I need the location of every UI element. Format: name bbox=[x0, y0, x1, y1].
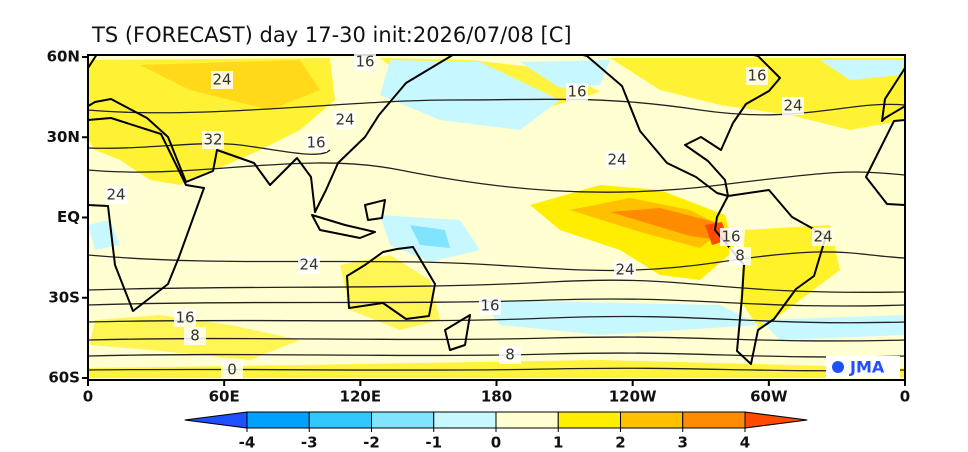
contour-label-bg bbox=[305, 134, 327, 152]
contour-label: 16 bbox=[567, 83, 586, 101]
contour-label: 8 bbox=[190, 327, 200, 345]
lat-label: EQ bbox=[57, 208, 80, 226]
lon-label: 60W bbox=[750, 388, 788, 406]
lon-label: 120E bbox=[340, 388, 382, 406]
map-area: JMA bbox=[88, 55, 905, 380]
contour-label-bg bbox=[812, 228, 834, 246]
contour-label-bg bbox=[720, 228, 742, 246]
colorbar-label: 1 bbox=[553, 434, 563, 452]
colorbar-label: -1 bbox=[425, 434, 442, 452]
contour-label-bg bbox=[174, 309, 196, 327]
lon-label: 180 bbox=[481, 388, 512, 406]
colorbar-label: -2 bbox=[363, 434, 380, 452]
contour-label: 16 bbox=[721, 228, 740, 246]
contour-label-bg bbox=[202, 131, 224, 149]
contour-label-bg bbox=[354, 53, 376, 71]
contour-label-bg bbox=[614, 261, 636, 279]
credit: JMA bbox=[849, 358, 885, 377]
contour-label: 16 bbox=[355, 53, 374, 71]
contour-label: 0 bbox=[227, 361, 237, 379]
contour-label-bg bbox=[782, 97, 804, 115]
colorbar-segment bbox=[308, 411, 372, 429]
colorbar-segment bbox=[246, 411, 310, 429]
contour-label: 16 bbox=[480, 297, 499, 315]
colorbar-label: 4 bbox=[740, 434, 750, 452]
lat-label: 30S bbox=[48, 288, 80, 306]
contour-label: 24 bbox=[813, 228, 832, 246]
title: TS (FORECAST) day 17-30 init:2026/07/08 … bbox=[91, 23, 572, 47]
contour-label-bg bbox=[184, 327, 206, 345]
lat-label: 60S bbox=[48, 369, 80, 387]
contour-label: 24 bbox=[783, 97, 802, 115]
lat-label: 60N bbox=[47, 48, 80, 66]
contour-label: 32 bbox=[203, 131, 222, 149]
contour-label-bg bbox=[729, 247, 751, 265]
contour-label-bg bbox=[566, 83, 588, 101]
colorbar-segment bbox=[495, 411, 559, 429]
colorbar-segment bbox=[433, 411, 497, 429]
contour-label: 24 bbox=[299, 256, 318, 274]
colorbar-arrow bbox=[184, 411, 248, 429]
colorbar-label: 2 bbox=[615, 434, 625, 452]
lon-label: 0 bbox=[83, 388, 93, 406]
colorbar-label: 3 bbox=[678, 434, 688, 452]
colorbar-label: 0 bbox=[491, 434, 501, 452]
contour-label-bg bbox=[334, 111, 356, 129]
contour-label: 24 bbox=[212, 71, 231, 89]
contour-label-bg bbox=[499, 346, 521, 364]
contour-label: 16 bbox=[306, 134, 325, 152]
contour-label: 16 bbox=[747, 67, 766, 85]
contour-label: 24 bbox=[106, 186, 125, 204]
contour-label-bg bbox=[746, 67, 768, 85]
contour-label: 24 bbox=[615, 261, 634, 279]
contour-label: 24 bbox=[335, 111, 354, 129]
contour-label: 8 bbox=[505, 346, 515, 364]
contour-label: 24 bbox=[607, 151, 626, 169]
lat-label: 30N bbox=[47, 128, 80, 146]
contour-label-bg bbox=[211, 71, 233, 89]
lon-label: 120W bbox=[609, 388, 657, 406]
lon-label: 0 bbox=[900, 388, 910, 406]
colorbar-segment bbox=[371, 411, 435, 429]
contour-label-bg bbox=[298, 256, 320, 274]
contour-label-bg bbox=[221, 361, 243, 379]
colorbar-label: -4 bbox=[239, 434, 256, 452]
lon-label: 60E bbox=[209, 388, 240, 406]
colorbar-segment bbox=[682, 411, 746, 429]
colorbar-arrow bbox=[744, 411, 808, 429]
colorbar-label: -3 bbox=[301, 434, 318, 452]
contour-label-bg bbox=[606, 151, 628, 169]
contour-label: 16 bbox=[175, 309, 194, 327]
contour-label-bg bbox=[479, 297, 501, 315]
contour-label: 8 bbox=[735, 247, 745, 265]
contour-label-bg bbox=[105, 186, 127, 204]
colorbar-segment bbox=[557, 411, 621, 429]
colorbar-segment bbox=[620, 411, 684, 429]
